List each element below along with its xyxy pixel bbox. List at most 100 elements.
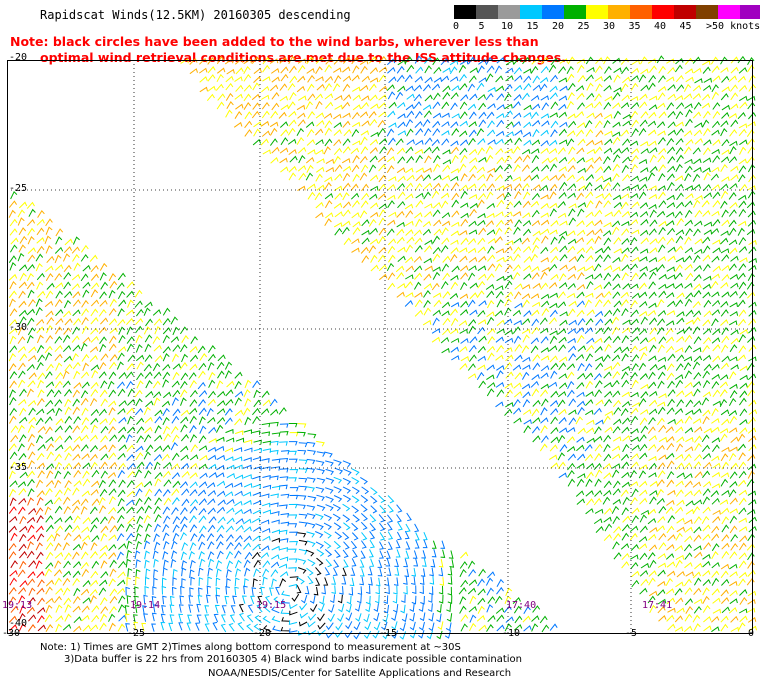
wind-barb [351,56,360,65]
wind-barb [64,388,72,397]
wind-barb [486,311,495,318]
wind-barb [269,398,278,407]
wind-barb [370,131,379,138]
wind-barb [593,373,602,381]
wind-barb [415,167,425,173]
wind-barb [530,293,540,300]
wind-barb [460,218,469,227]
footer-credit: NOAA/NESDIS/Center for Satellite Applica… [208,668,512,679]
wind-barb [315,128,324,136]
wind-barb [253,128,261,137]
wind-barb [683,462,692,470]
wind-barb [315,201,324,209]
wind-barb [370,254,378,263]
wind-barb [351,247,360,253]
wind-barb [737,433,746,442]
wind-barb [117,469,125,478]
wind-barb [685,109,693,118]
wind-barb [657,356,667,362]
wind-barb [531,119,541,127]
wind-barb [728,112,738,119]
wind-barb [566,65,574,74]
wind-barb [712,200,721,208]
wind-barb [261,101,270,110]
wind-barb [720,319,729,326]
wind-barb [711,148,720,155]
wind-barb [27,236,35,245]
wind-barb [621,346,630,354]
wind-barb [316,477,326,484]
wind-barb [585,380,593,389]
wind-barb [613,209,622,217]
wind-barb [333,138,342,147]
wind-barb [738,461,747,470]
wind-barb [278,407,287,415]
wind-barb [514,219,522,228]
wind-barb [621,83,629,92]
wind-barb [693,453,703,462]
wind-barb [64,290,73,298]
wind-barb [460,300,469,308]
wind-barb [692,111,702,119]
wind-barb [694,248,703,255]
wind-barb [477,364,486,371]
wind-barb [738,220,747,227]
wind-barb [530,345,539,354]
wind-barb [603,453,612,462]
wind-barb [468,111,477,120]
wind-barb [189,345,198,353]
wind-barb [540,336,549,344]
wind-barb [568,217,576,226]
wind-barb [386,165,395,173]
wind-barb [532,84,541,91]
wind-barb [496,256,505,263]
wind-barb [739,290,748,299]
wind-barb [737,112,746,120]
wind-barb [567,183,577,191]
wind-barb [676,436,685,443]
wind-barb [99,272,107,281]
wind-barb [648,95,658,101]
wind-barb [314,192,323,201]
wind-barb [486,202,495,209]
wind-barb [504,92,512,101]
wind-barb [540,425,548,434]
wind-barb [244,416,252,426]
wind-barb [558,139,568,145]
wind-barb [234,93,243,100]
wind-barb [260,94,270,100]
wind-barb [657,154,666,163]
wind-barb [89,254,98,262]
wind-barb [702,183,712,192]
wind-barb [521,284,531,290]
wind-barb [711,455,720,462]
wind-barb [279,83,288,91]
wind-barb [738,194,747,201]
wind-barb [73,435,82,443]
wind-barb [684,370,692,379]
colorbar-label: 40 [653,21,667,32]
wind-barb [144,426,153,434]
wind-barb [334,95,343,101]
wind-barb [244,111,253,120]
wind-barb [487,167,496,173]
wind-barb [368,110,377,119]
wind-barb [153,318,162,326]
wind-barb [621,66,630,75]
wind-barb [504,347,513,353]
wind-barb [288,450,297,456]
wind-barb [566,445,576,453]
wind-barb [279,121,289,128]
wind-barb [730,56,739,64]
wind-barb [523,310,532,317]
wind-barb [234,418,243,426]
wind-barb [477,93,486,101]
wind-barb [233,456,243,462]
wind-barb [469,282,478,289]
wind-barb [657,236,666,244]
wind-barb [108,307,117,316]
wind-barb [667,110,676,118]
wind-barb [152,335,161,344]
wind-barb [135,344,143,353]
wind-barb [208,471,218,478]
